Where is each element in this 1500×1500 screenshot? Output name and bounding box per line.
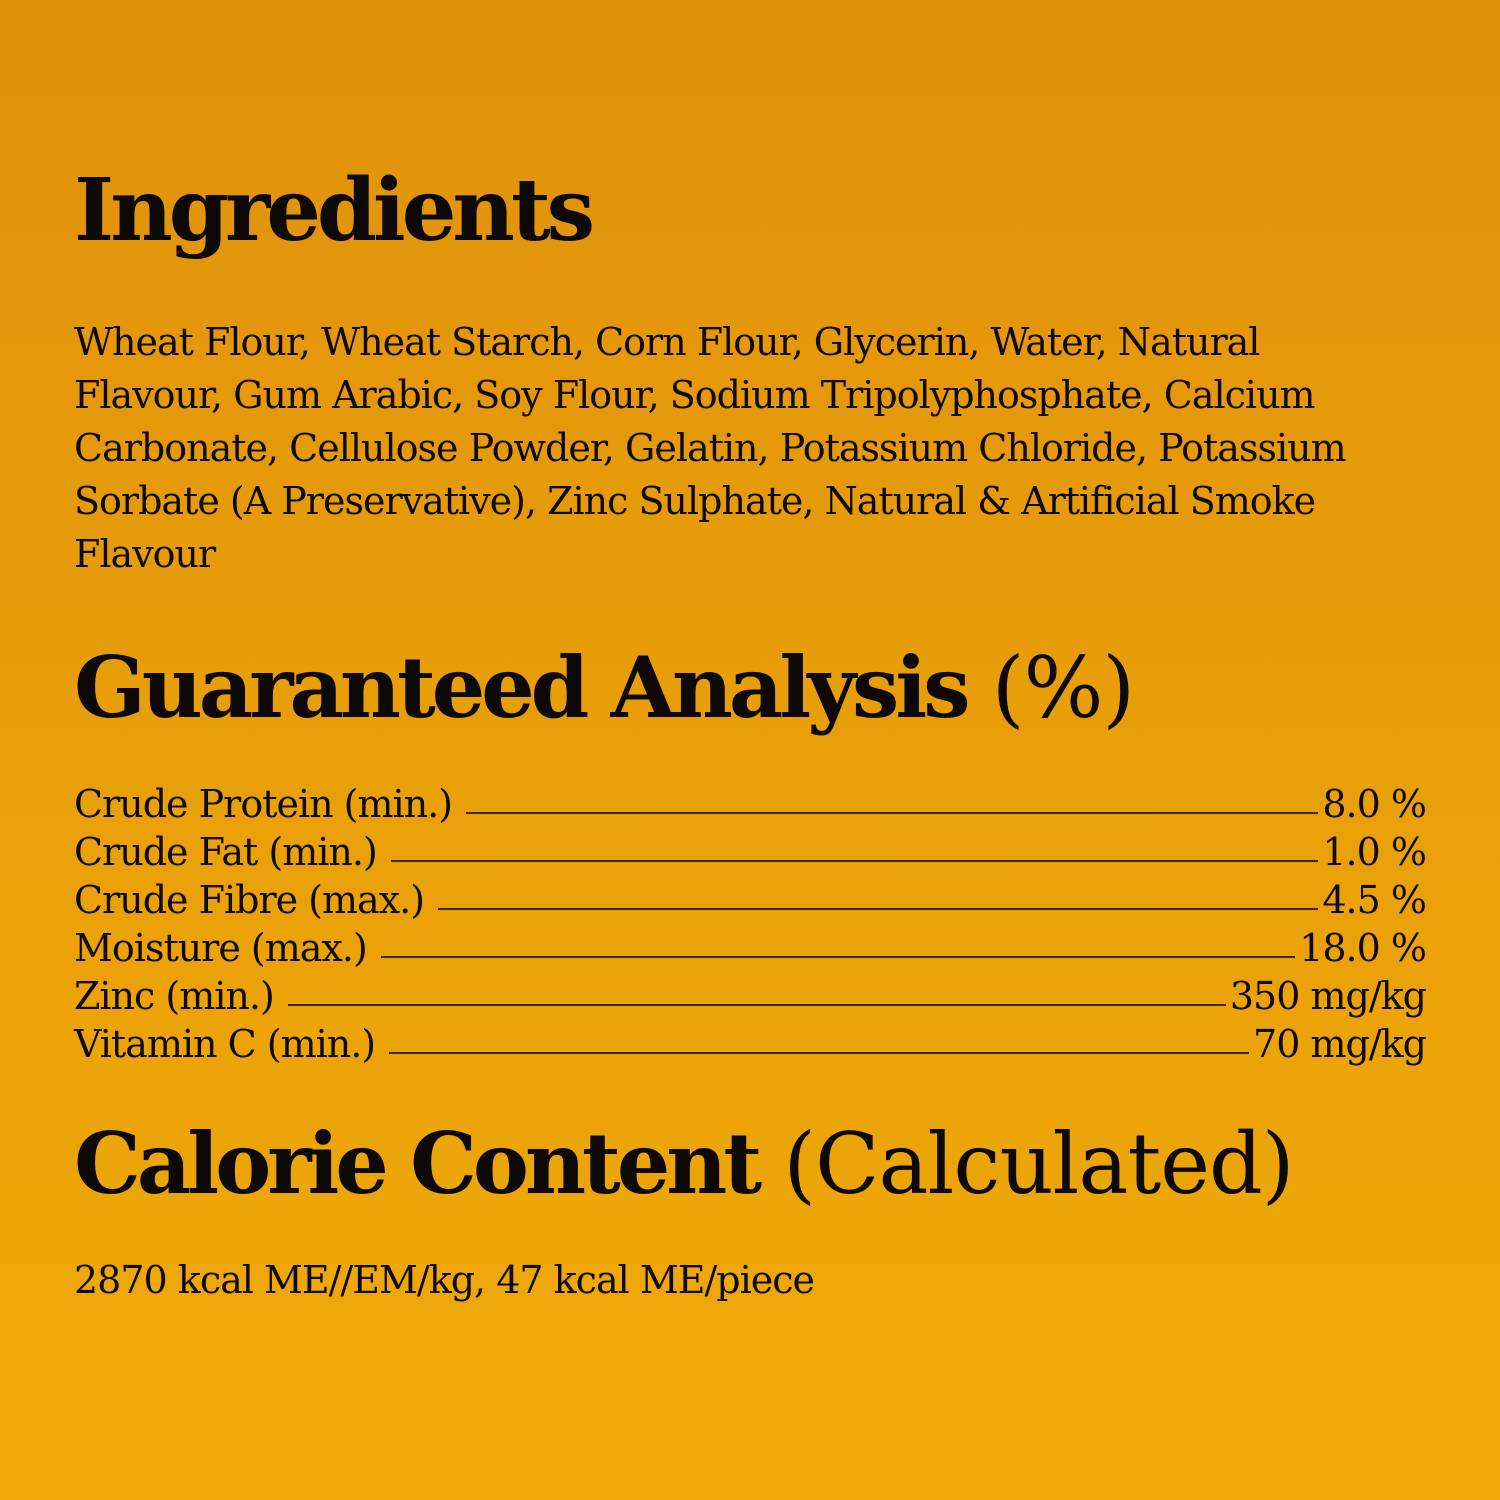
ingredients-line: Wheat Flour, Wheat Starch, Corn Flour, G… [74,320,1260,364]
analysis-label: Moisture (max.) [74,926,368,970]
analysis-value: 350 mg/kg [1229,974,1427,1018]
analysis-value: 1.0 % [1322,830,1427,874]
leader-line [287,1004,1226,1006]
ingredients-line: Flavour, Gum Arabic, Soy Flour, Sodium T… [74,373,1316,417]
calorie-text: 2870 kcal ME//EM/kg, 47 kcal ME/piece [74,1258,815,1302]
analysis-row: Crude Fibre (max.) 4.5 % [74,874,1427,922]
ingredients-title: Ingredients [74,160,595,261]
analysis-row: Vitamin C (min.) 70 mg/kg [74,1018,1427,1066]
ingredients-list: Wheat Flour, Wheat Starch, Corn Flour, G… [74,316,1347,581]
ingredients-line: Carbonate, Cellulose Powder, Gelatin, Po… [74,426,1347,470]
calorie-title-suffix: (Calculated) [783,1115,1294,1213]
analysis-row: Moisture (max.) 18.0 % [74,922,1427,970]
calorie-heading: Calorie Content (Calculated) [74,1114,1295,1213]
analysis-row: Crude Fat (min.) 1.0 % [74,826,1427,874]
analysis-row: Crude Protein (min.) 8.0 % [74,778,1427,826]
analysis-label: Crude Protein (min.) [74,782,453,826]
analysis-heading: Guaranteed Analysis (%) [74,638,1135,737]
analysis-row: Zinc (min.) 350 mg/kg [74,970,1427,1018]
leader-line [380,956,1296,958]
analysis-value: 4.5 % [1322,878,1427,922]
analysis-label: Crude Fat (min.) [74,830,378,874]
analysis-label: Crude Fibre (max.) [74,878,425,922]
leader-line [466,812,1319,814]
analysis-value: 18.0 % [1299,926,1427,970]
analysis-label: Vitamin C (min.) [74,1022,376,1066]
analysis-title: Guaranteed Analysis [74,638,971,737]
analysis-value: 8.0 % [1322,782,1427,826]
ingredients-line: Flavour [74,532,216,576]
calorie-title: Calorie Content [74,1114,762,1213]
leader-line [390,860,1319,862]
analysis-value: 70 mg/kg [1253,1022,1427,1066]
analysis-label: Zinc (min.) [74,974,275,1018]
analysis-table: Crude Protein (min.) 8.0 % Crude Fat (min… [74,778,1427,1066]
ingredients-line: Sorbate (A Preservative), Zinc Sulphate,… [74,479,1316,523]
analysis-title-suffix: (%) [991,639,1135,737]
ingredients-heading: Ingredients [74,160,595,261]
leader-line [438,908,1319,910]
leader-line [389,1052,1250,1054]
